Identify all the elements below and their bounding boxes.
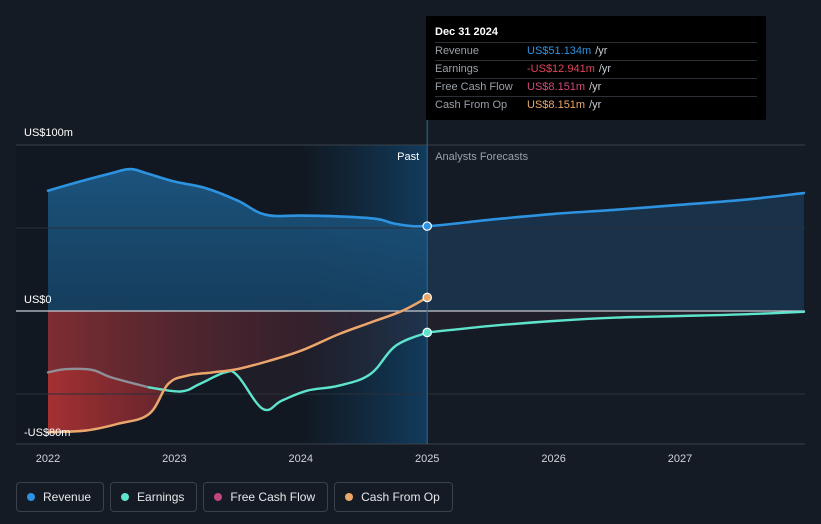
earnings-line-early — [46, 367, 151, 389]
tooltip-row-value: -US$12.941m — [527, 63, 595, 75]
tooltip-row-unit: /yr — [595, 45, 608, 57]
tooltip-row-name: Free Cash Flow — [435, 81, 513, 93]
y-axis-label: -US$80m — [24, 427, 70, 439]
legend-label: Revenue — [43, 490, 92, 504]
revenue-line — [46, 167, 806, 228]
y-axis-label: US$0 — [24, 294, 52, 306]
legend-item-earnings[interactable]: Earnings — [110, 482, 198, 512]
tooltip-row-cash-from-op: Cash From Op US$8.151m /yr — [435, 96, 757, 114]
revenue-marker — [422, 221, 432, 231]
earnings-marker — [422, 327, 432, 338]
legend-label: Free Cash Flow — [230, 490, 316, 504]
tooltip-row-value: US$8.151m — [527, 81, 586, 93]
cash-from-op-line — [46, 296, 429, 434]
y-axis-label: US$100m — [24, 127, 73, 139]
tooltip-date: Dec 31 2024 — [435, 26, 498, 38]
tooltip-row-unit: /yr — [589, 99, 602, 111]
tooltip-row-value: US$8.151m — [527, 99, 586, 111]
legend-item-free-cash-flow[interactable]: Free Cash Flow — [203, 482, 329, 512]
x-axis-tick-label: 2025 — [415, 453, 439, 465]
legend-item-cash-from-op[interactable]: Cash From Op — [334, 482, 453, 512]
x-axis-tick-label: 2027 — [668, 453, 692, 465]
tooltip-row-revenue: Revenue US$51.134m /yr — [435, 42, 757, 60]
legend-dot-icon — [121, 493, 130, 501]
revenue-past-area — [48, 169, 427, 311]
earnings-area — [48, 311, 804, 411]
tooltip: Dec 31 2024 Revenue US$51.134m /yr Earni… — [426, 16, 766, 120]
earnings-line-past — [147, 331, 429, 412]
cash-from-op-marker — [422, 292, 432, 303]
legend-item-revenue[interactable]: Revenue — [16, 482, 105, 512]
legend: Revenue Earnings Free Cash Flow Cash Fro… — [16, 482, 453, 512]
negative-cash-area — [48, 297, 427, 433]
x-axis-tick-label: 2024 — [289, 453, 313, 465]
tooltip-row-name: Earnings — [435, 63, 479, 75]
earnings-line-forecast — [426, 310, 806, 334]
tooltip-row-unit: /yr — [589, 81, 602, 93]
x-axis-tick-label: 2026 — [541, 453, 565, 465]
legend-dot-icon — [27, 493, 35, 501]
tooltip-row-free-cash-flow: Free Cash Flow US$8.151m /yr — [435, 78, 757, 96]
tooltip-row-name: Revenue — [435, 45, 480, 57]
past-label: Past — [397, 151, 419, 163]
legend-dot-icon — [345, 493, 354, 501]
legend-label: Cash From Op — [361, 490, 440, 504]
x-axis-tick-label: 2023 — [162, 453, 186, 465]
legend-label: Earnings — [137, 490, 185, 504]
forecast-label: Analysts Forecasts — [435, 151, 528, 163]
tooltip-row-earnings: Earnings -US$12.941m /yr — [435, 60, 757, 78]
tooltip-row-name: Cash From Op — [435, 99, 508, 111]
x-axis-tick-label: 2022 — [36, 453, 60, 465]
legend-dot-icon — [214, 493, 223, 501]
tooltip-row-unit: /yr — [598, 63, 612, 75]
tooltip-row-value: US$51.134m — [527, 45, 592, 57]
